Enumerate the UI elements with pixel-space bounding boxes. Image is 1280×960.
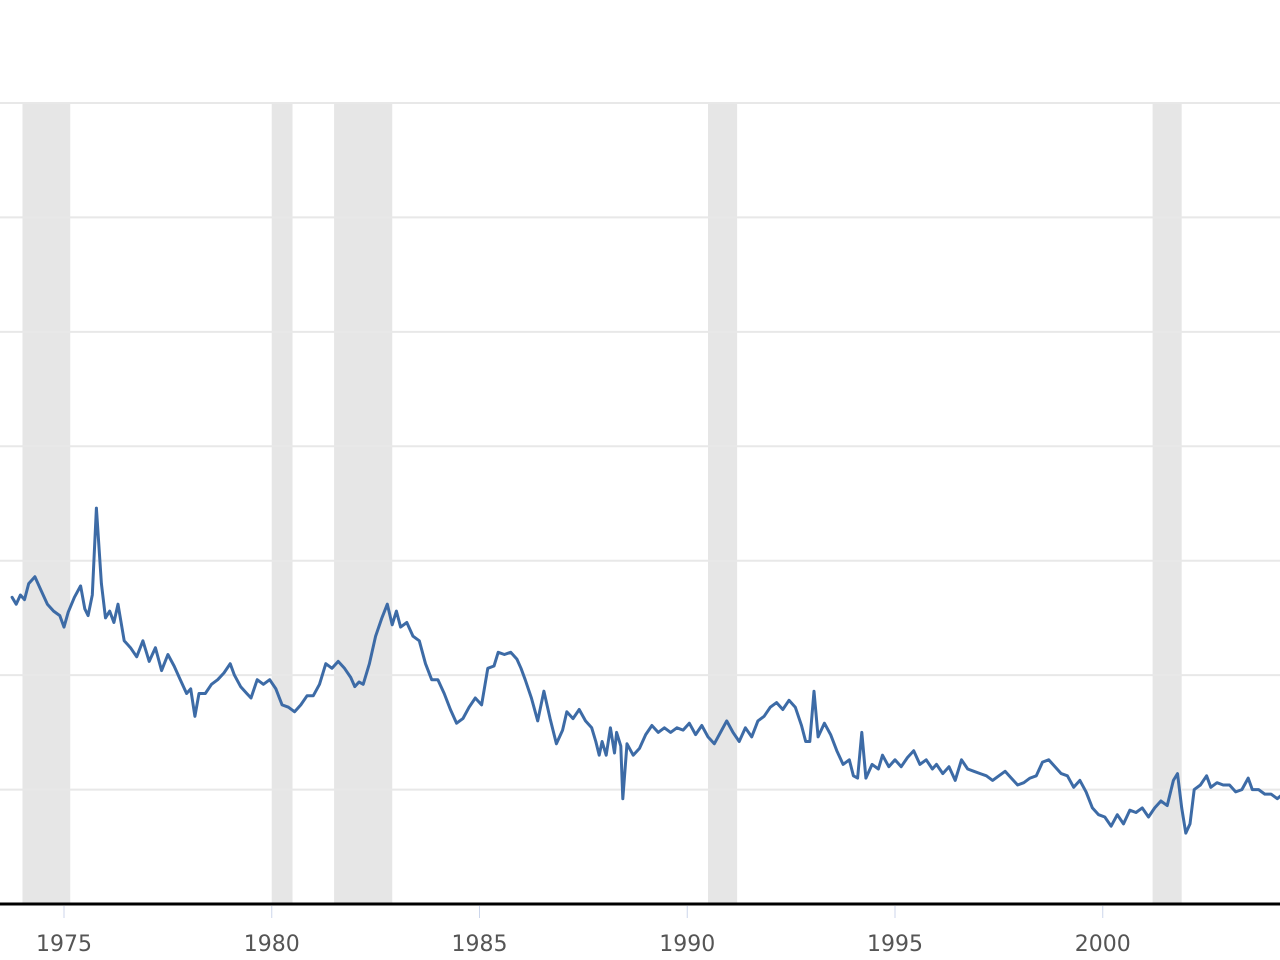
x-tick-label: 1985 bbox=[452, 932, 508, 957]
x-axis: 1975 1980 1985 1990 1995 2000 bbox=[0, 902, 1280, 957]
recession-band bbox=[271, 103, 293, 904]
x-tick-label: 2000 bbox=[1075, 932, 1131, 957]
x-tick-label: 1990 bbox=[659, 932, 715, 957]
data-series bbox=[10, 506, 1280, 835]
recession-bands bbox=[22, 103, 1182, 904]
series-line bbox=[10, 506, 1280, 835]
x-tick-label: 1980 bbox=[244, 932, 300, 957]
recession-band bbox=[22, 103, 71, 904]
gridlines bbox=[0, 102, 1280, 791]
recession-band bbox=[708, 103, 738, 904]
x-tick-label: 1975 bbox=[36, 932, 92, 957]
recession-band bbox=[1152, 103, 1182, 904]
x-tick-label: 1995 bbox=[867, 932, 923, 957]
recession-band bbox=[334, 103, 393, 904]
